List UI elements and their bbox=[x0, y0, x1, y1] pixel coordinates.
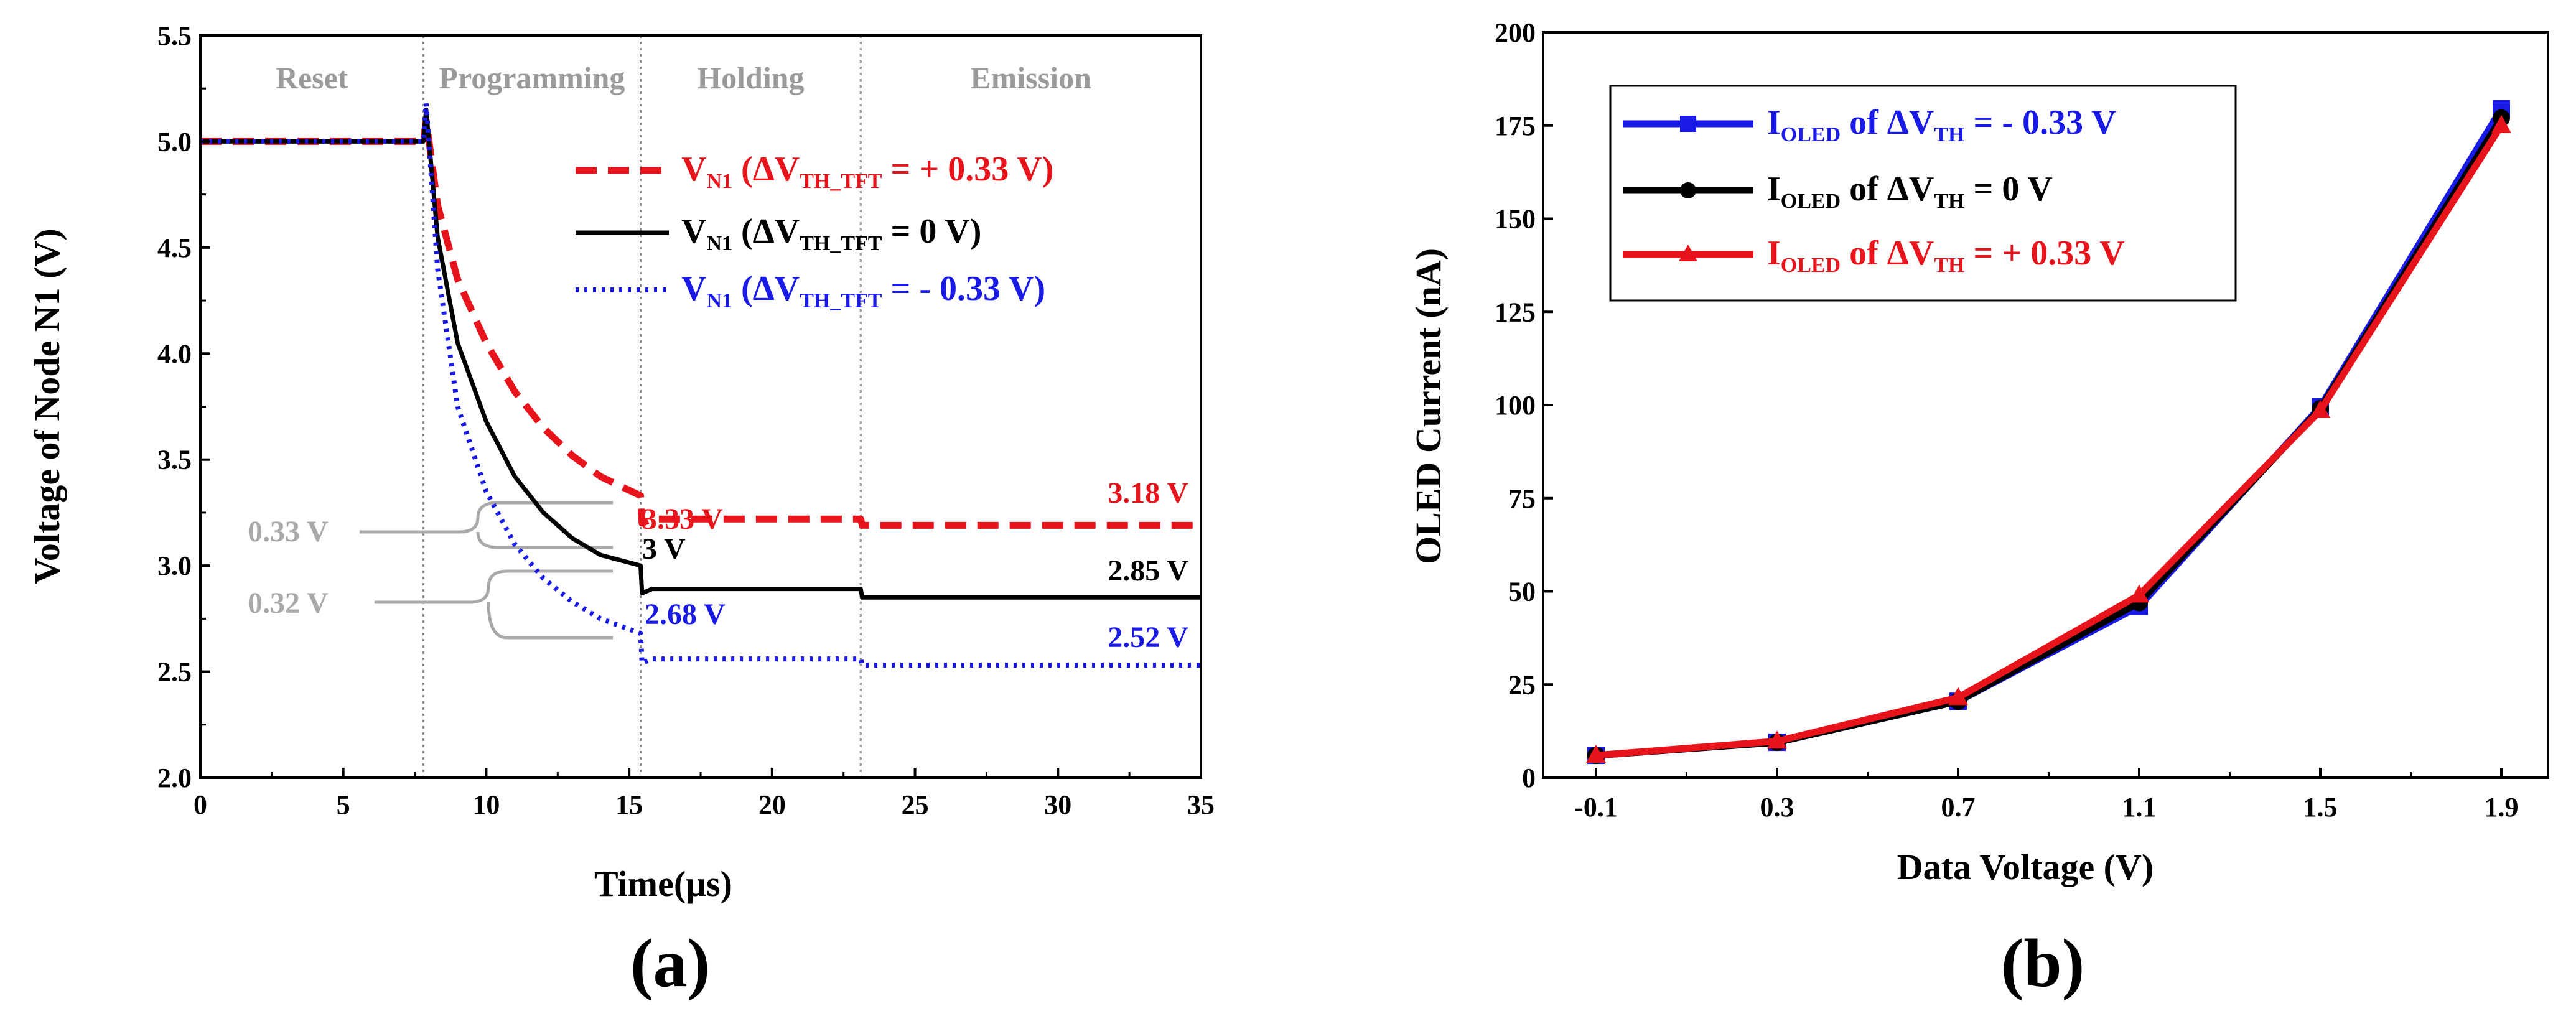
x-tick-label: 0.7 bbox=[1941, 792, 1976, 822]
x-tick-label: 5 bbox=[337, 790, 350, 820]
y-tick-label: 3.0 bbox=[157, 551, 192, 581]
y-tick-label: 125 bbox=[1495, 297, 1536, 327]
legend-marker-circle bbox=[1680, 182, 1696, 198]
x-tick-label: 10 bbox=[472, 790, 500, 820]
x-axis-label-b: Data Voltage (V) bbox=[1897, 847, 2154, 887]
legend-a-entry: VN1 (ΔVTH_TFT = + 0.33 V) bbox=[681, 150, 1053, 193]
series-a-red bbox=[200, 116, 1201, 529]
x-tick-label: 15 bbox=[615, 790, 643, 820]
y-tick-label: 2.5 bbox=[157, 657, 192, 687]
y-tick-label: 2.0 bbox=[157, 763, 192, 793]
x-tick-label: 35 bbox=[1187, 790, 1215, 820]
marker-triangle bbox=[2310, 399, 2330, 418]
panel-caption-b: (b) bbox=[2001, 925, 2084, 1001]
x-tick-label: 20 bbox=[758, 790, 786, 820]
y-tick-label: 4.5 bbox=[157, 233, 192, 263]
marker-triangle bbox=[2491, 114, 2511, 133]
legend-marker-square bbox=[1680, 116, 1696, 132]
legend-a: VN1 (ΔVTH_TFT = + 0.33 V) VN1 (ΔVTH_TFT =… bbox=[576, 150, 1053, 312]
marker-triangle bbox=[1948, 687, 1968, 706]
phase-label-emission: Emission bbox=[970, 60, 1091, 95]
brace-0-33 bbox=[360, 501, 613, 549]
value-annotation: 0.33 V bbox=[248, 515, 329, 548]
y-tick-label: 150 bbox=[1495, 204, 1536, 235]
legend-a-entry: VN1 (ΔVTH_TFT = - 0.33 V) bbox=[681, 269, 1045, 312]
y-tick-label: 5.0 bbox=[157, 126, 192, 157]
x-tick-label: 0.3 bbox=[1760, 792, 1794, 822]
series-b-red bbox=[1595, 123, 2504, 759]
value-annotation: 3.33 V bbox=[642, 503, 723, 536]
legend-a-entry: VN1 (ΔVTH_TFT = 0 V) bbox=[681, 212, 981, 255]
value-annotation: 0.32 V bbox=[248, 587, 329, 620]
y-tick-label: 100 bbox=[1495, 390, 1536, 421]
legend-b-entry: IOLED of ΔVTH = - 0.33 V bbox=[1767, 103, 2116, 146]
y-axis-label-b: OLED Current (nA) bbox=[1408, 248, 1449, 564]
value-annotation: 2.68 V bbox=[645, 598, 726, 631]
value-annotation: 2.85 V bbox=[1108, 554, 1188, 587]
legend-b-entry: IOLED of ΔVTH = + 0.33 V bbox=[1767, 234, 2125, 277]
y-tick-label: 3.5 bbox=[157, 445, 192, 475]
y-tick-label: 200 bbox=[1495, 17, 1536, 48]
phase-label-holding: Holding bbox=[697, 60, 804, 95]
legend-marker-triangle bbox=[1679, 245, 1697, 261]
x-tick-label: 1.5 bbox=[2303, 792, 2338, 822]
x-tick-label: 1.1 bbox=[2122, 792, 2157, 822]
brace-0-32 bbox=[375, 569, 613, 640]
y-tick-label: 75 bbox=[1508, 483, 1536, 514]
marker-triangle bbox=[1767, 730, 1787, 749]
legend-b: IOLED of ΔVTH = - 0.33 V IOLED of ΔVTH = … bbox=[1609, 85, 2237, 302]
marker-triangle bbox=[1586, 745, 1606, 763]
x-tick-label: -0.1 bbox=[1574, 792, 1618, 822]
x-tick-label: 25 bbox=[902, 790, 929, 820]
value-annotation: 3 V bbox=[642, 533, 686, 566]
legend-b-entry: IOLED of ΔVTH = 0 V bbox=[1767, 170, 2053, 213]
y-tick-label: 4.0 bbox=[157, 338, 192, 369]
y-tick-label: 175 bbox=[1495, 111, 1536, 141]
value-annotation: 3.18 V bbox=[1108, 477, 1188, 510]
x-tick-label: 0 bbox=[194, 790, 207, 820]
y-tick-label: 0 bbox=[1522, 763, 1536, 793]
phase-label-programming: Programming bbox=[439, 60, 625, 95]
x-tick-label: 30 bbox=[1044, 790, 1071, 820]
panel-b: 0 25 50 75 100 125 150 175 200 -0.1 0.3 0.7 1.1 1.5 1.… bbox=[1408, 17, 2549, 1001]
panel-caption-a: (a) bbox=[630, 925, 710, 1001]
y-axis-label-a: Voltage of Node N1 (V) bbox=[27, 228, 67, 584]
value-annotation: 2.52 V bbox=[1108, 621, 1188, 654]
x-axis-label-a: Time(μs) bbox=[594, 864, 732, 904]
panel-a: Reset Programming Holding Emission 0 5 10 15 20 2… bbox=[27, 21, 1215, 1001]
marker-triangle bbox=[2129, 584, 2149, 603]
y-tick-label: 5.5 bbox=[157, 21, 192, 51]
y-tick-label: 50 bbox=[1508, 577, 1536, 607]
phase-label-reset: Reset bbox=[276, 60, 348, 95]
y-tick-label: 25 bbox=[1508, 669, 1536, 700]
x-tick-label: 1.9 bbox=[2485, 792, 2519, 822]
